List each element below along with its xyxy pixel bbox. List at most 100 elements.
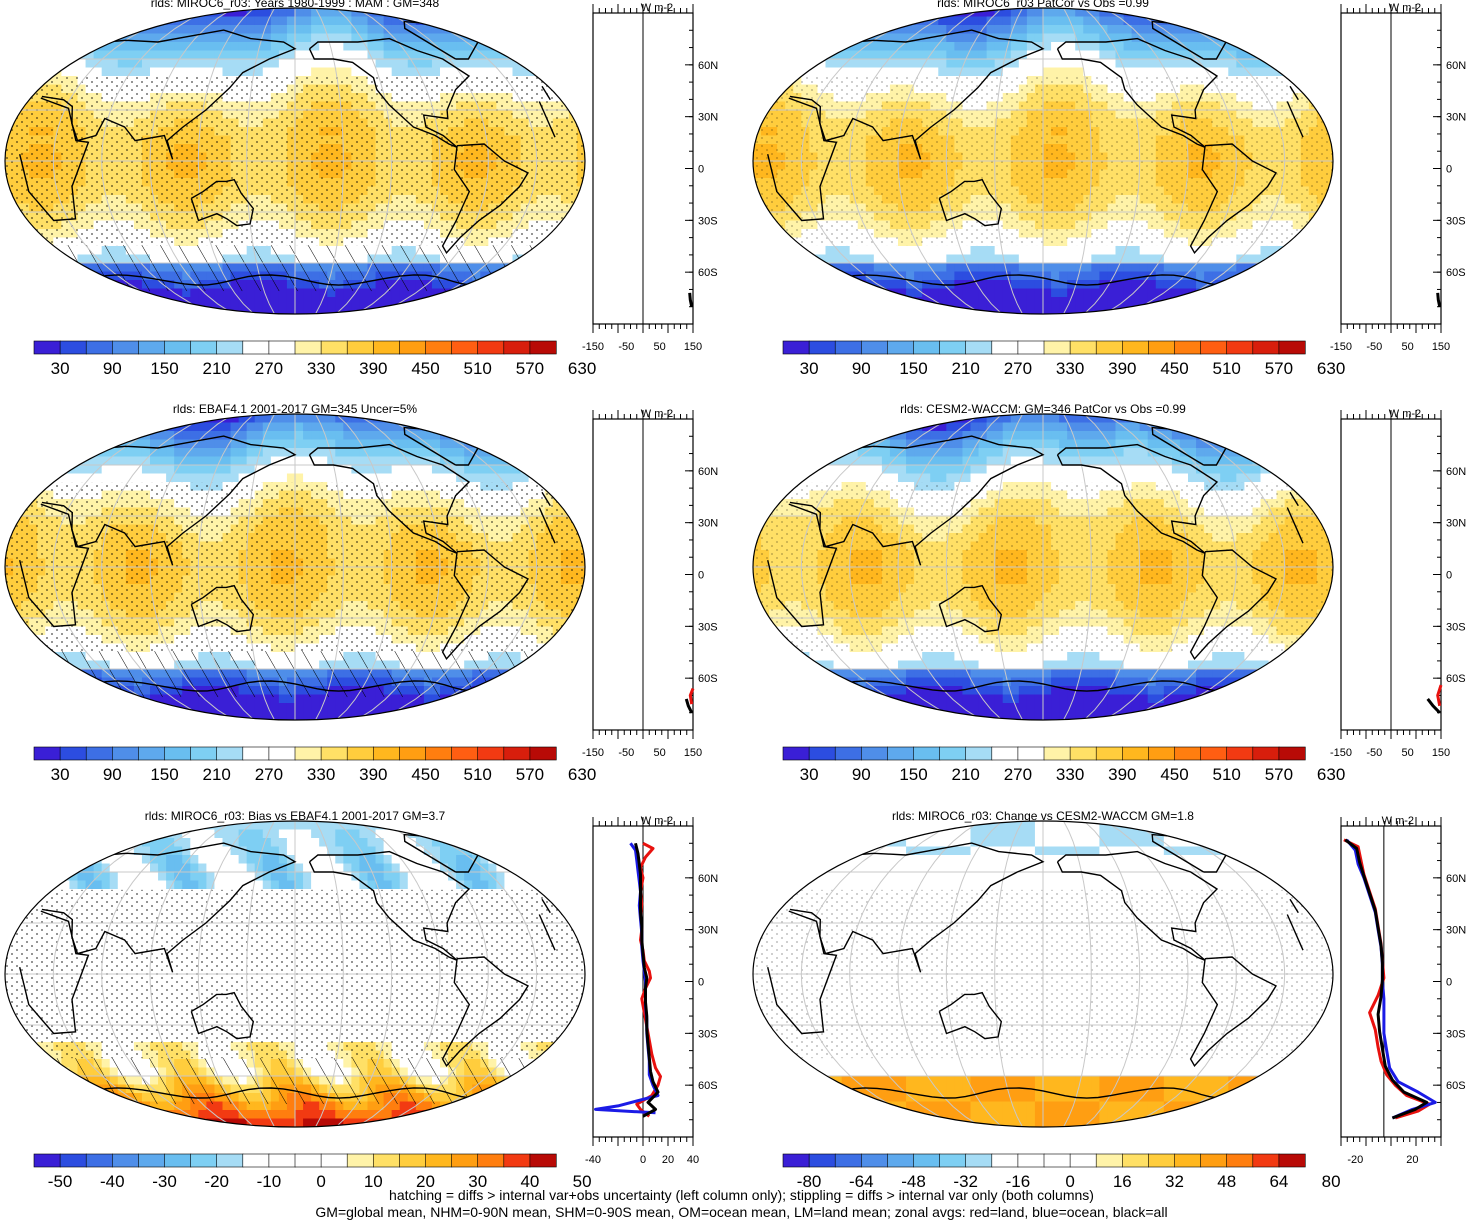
zonal-lat-label: 0 [698,977,704,989]
zonal-xtick-label: 50 [1402,747,1414,759]
graticule [753,821,1333,1127]
zonal-lat-label: 30N [1446,112,1466,124]
colorbar-label: 30 [800,765,819,784]
colorbar-swatch [782,340,810,355]
zonal-lat-label: 30N [698,518,718,530]
colorbar-swatch [1200,340,1228,355]
zonal-lat-label: 30N [698,112,718,124]
colorbar-label: 10 [364,1172,383,1191]
colorbar-swatch [834,1153,862,1168]
zonal-lat-label: 60N [698,466,718,478]
zonal-lat-label: 60S [1446,267,1466,279]
zonal-lat-label: 60N [1446,873,1466,885]
zonal-lat-label: 0 [698,570,704,582]
colorbar-label: 90 [852,765,871,784]
zonal-xtick-label: -50 [1366,747,1382,759]
colorbar-label: 450 [411,765,439,784]
colorbar-swatch [294,746,322,761]
panel-6: rlds: MIROC6_r03: Change vs CESM2-WACCM … [752,809,1466,1191]
colorbar-label: 210 [952,359,980,378]
colorbar-swatch [320,340,348,355]
colorbar-label: -48 [901,1172,926,1191]
zonal-all-line [1344,838,1429,1120]
colorbar-swatch [1278,340,1306,355]
colorbar-swatch [33,340,61,355]
colorbar: 30 90 150 210 270 330 390 450 510 570 630 [782,746,1345,784]
map-field [753,821,1333,1127]
colorbar-swatch [216,1153,244,1168]
colorbar-swatch [1095,1153,1123,1168]
colorbar-label: 390 [1108,765,1136,784]
map-field [753,414,1333,720]
colorbar-swatch [1226,340,1254,355]
colorbar-label: 330 [1056,359,1084,378]
panel-5: rlds: MIROC6_r03: Bias vs EBAF4.1 2001-2… [4,809,718,1191]
colorbar-label: 330 [307,359,335,378]
colorbar-swatch [320,1153,348,1168]
colorbar-swatch [112,1153,140,1168]
colorbar-label: 50 [573,1172,592,1191]
zonal-xtick-label: 40 [687,1154,699,1166]
colorbar-swatch [425,1153,453,1168]
panel-4: rlds: CESM2-WACCM: GM=346 PatCor vs Obs … [752,402,1466,784]
colorbar-swatch [503,746,531,761]
colorbar: -50 -40 -30 -20 -10 0 10 20 30 40 50 [33,1153,592,1191]
colorbar-label: -30 [152,1172,177,1191]
colorbar-label: 510 [464,765,492,784]
colorbar-swatch [991,340,1019,355]
panel-title: rlds: MIROC6_r03 PatCor vs Obs =0.99 [937,0,1149,10]
colorbar-swatch [503,340,531,355]
zonal-lat-label: 30N [1446,925,1466,937]
colorbar-swatch [320,746,348,761]
zonal-lat-label: 30S [698,1028,718,1040]
colorbar-swatch [451,746,479,761]
zonal-xtick-label: 50 [1402,341,1414,353]
colorbar-label: 16 [1113,1172,1132,1191]
colorbar-swatch [808,340,836,355]
zonal-xtick-label: -150 [582,747,604,759]
colorbar-swatch [1043,1153,1071,1168]
colorbar-swatch [138,746,166,761]
colorbar-swatch [939,746,967,761]
colorbar-swatch [372,746,400,761]
zonal-xtick-label: -40 [585,1154,601,1166]
colorbar-swatch [1148,1153,1176,1168]
colorbar-swatch [913,1153,941,1168]
colorbar-swatch [477,340,505,355]
zonal-lat-label: 60S [1446,1080,1466,1092]
zonal-lat-label: 60S [1446,673,1466,685]
colorbar-swatch [782,746,810,761]
colorbar-swatch [399,746,427,761]
zonal-frame [1340,825,1442,1138]
map-border [4,7,586,315]
zonal-lat-label: 60S [698,673,718,685]
zonal-lat-label: 60N [698,873,718,885]
colorbar-label: 150 [899,765,927,784]
zonal-all-line [688,292,694,307]
zonal-unit: W m-2 [1382,815,1414,827]
colorbar: -80 -64 -48 -32 -16 0 16 32 48 64 80 [782,1153,1341,1191]
colorbar-swatch [59,746,87,761]
colorbar-swatch [1278,746,1306,761]
colorbar-swatch [85,746,113,761]
colorbar-swatch [808,746,836,761]
zonal-all-line [1426,697,1441,714]
colorbar-swatch [112,746,140,761]
zonal-mean-plot: W m-2 -20 20 60N 30N 0 30S 60S [1340,815,1466,1166]
zonal-xtick-label: -150 [582,341,604,353]
colorbar-swatch [529,1153,557,1168]
colorbar-swatch [834,340,862,355]
colorbar-label: 510 [464,359,492,378]
colorbar-swatch [190,340,218,355]
colorbar-swatch [1122,1153,1150,1168]
colorbar-swatch [1148,746,1176,761]
colorbar-label: -80 [797,1172,822,1191]
colorbar-label: 40 [520,1172,539,1191]
footnote-line-1: hatching = diffs > internal var+obs unce… [389,1187,1094,1203]
colorbar-label: 570 [1265,765,1293,784]
colorbar-swatch [939,1153,967,1168]
colorbar-label: -50 [48,1172,73,1191]
zonal-xtick-label: 50 [654,747,666,759]
colorbar-label: 270 [1004,359,1032,378]
